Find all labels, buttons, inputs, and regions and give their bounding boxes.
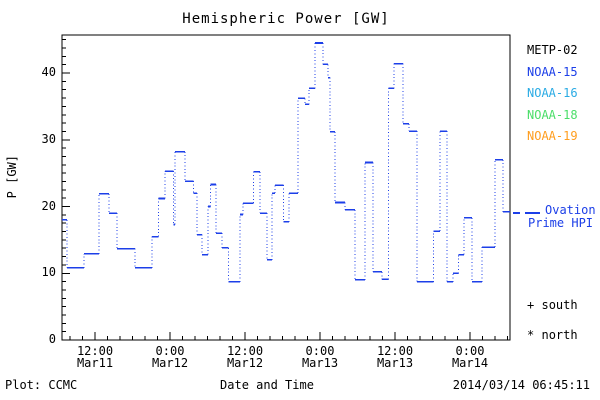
plus-marker-icon: + [527,298,535,312]
x-tick-date-label: Mar12 [151,356,189,370]
satellite-legend-item: NOAA-18 [527,107,578,122]
x-tick-time-label: 0:00 [305,344,335,358]
satellite-legend-item: METP-02 [527,43,578,57]
x-tick-date-label: Mar12 [226,356,264,370]
line-legend-label-line2: Prime HPI [528,216,594,230]
x-tick-time-label: 12:00 [376,344,414,358]
footer-plot-credit: Plot: CCMC [5,378,78,392]
x-tick-date-label: Mar13 [376,356,414,370]
satellite-legend-item: NOAA-16 [527,86,578,100]
marker-legend-south-label: south [541,298,578,312]
line-style-dash-icon [513,212,520,214]
x-tick-time-label: 12:00 [226,344,264,358]
x-tick-date-label: Mar13 [301,356,339,370]
y-tick-label: 0 [48,332,56,346]
marker-legend-north-label: north [541,328,578,342]
hpi-step-line-verticals [66,43,504,282]
x-tick-time-label: 0:00 [155,344,185,358]
marker-legend-north: * north [527,329,578,342]
line-legend-label-line1: Ovation [545,203,596,217]
y-tick-label: 40 [41,65,56,80]
x-tick-date-label: Mar11 [76,356,114,370]
satellite-legend-item: NOAA-15 [527,64,578,79]
line-style-dash-icon [525,212,540,214]
x-tick-time-label: 0:00 [455,344,485,358]
chart-title: Hemispheric Power [GW] [182,11,390,27]
x-tick-time-label: 12:00 [76,344,114,358]
x-axis-label: Date and Time [220,378,314,392]
y-tick-label: 10 [41,265,56,280]
hpi-step-line-horizontals [62,42,510,283]
y-axis-label: P [GW] [5,155,19,199]
marker-legend-south: + south [527,299,578,312]
x-tick-date-label: Mar14 [451,356,489,370]
footer-timestamp: 2014/03/14 06:45:11 [452,378,590,392]
satellite-legend-item: NOAA-19 [527,129,578,143]
y-tick-label: 30 [41,131,56,146]
y-tick-label: 20 [41,198,56,213]
asterisk-marker-icon: * [527,328,535,342]
plot-frame [61,34,511,341]
